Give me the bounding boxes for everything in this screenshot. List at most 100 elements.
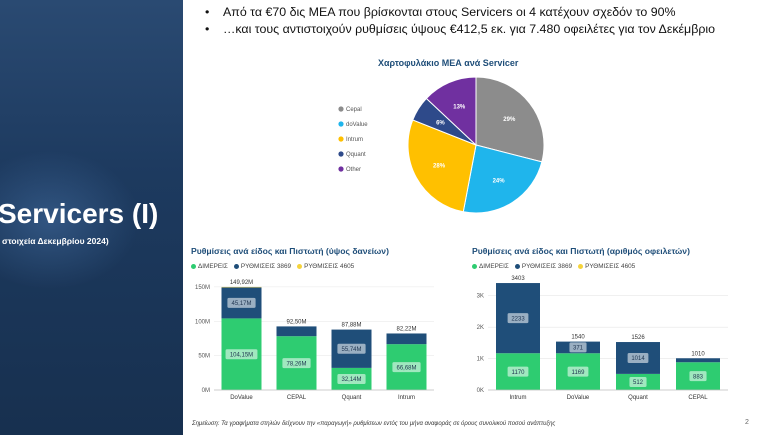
x-tick-label: DoValue <box>567 395 590 401</box>
data-label: 512 <box>633 380 644 386</box>
y-tick-label: 100M <box>195 319 210 325</box>
data-label-box <box>282 358 311 369</box>
data-label-box <box>629 376 647 387</box>
bullet-dot-icon: • <box>205 22 210 36</box>
legend-swatch <box>233 264 239 269</box>
legend-swatch <box>514 264 520 269</box>
bullet-list: • Από τα €70 δις ΜΕΑ που βρίσκονται στου… <box>205 4 750 38</box>
data-label: 1014 <box>631 356 645 362</box>
pie-slice-label-intrum: 28% <box>433 163 446 169</box>
bar-total-label: 87,88M <box>341 323 361 329</box>
pie-legend-marker <box>338 166 344 172</box>
y-tick-label: 1K <box>477 357 484 363</box>
bullet-item: • Από τα €70 δις ΜΕΑ που βρίσκονται στου… <box>205 4 750 21</box>
pie-slice-label-cepal: 29% <box>503 117 516 123</box>
pie-legend-label: Other <box>346 167 361 173</box>
pie-legend-label: Intrum <box>346 137 363 143</box>
title-panel: Servicers (I) στοιχεία Δεκεμβρίου 2024) <box>0 0 183 435</box>
bar-segment <box>676 358 720 363</box>
data-label-box <box>227 297 256 308</box>
legend-label: ΔΙΜΕΡΕΙΣ <box>479 263 509 270</box>
data-label-box <box>337 343 366 354</box>
pie-slice-label-qquant: 6% <box>436 120 445 126</box>
pie-legend-marker <box>338 136 344 142</box>
legend-swatch <box>297 264 303 269</box>
pie-legend-marker <box>338 151 344 157</box>
bar-total-label: 3403 <box>511 276 525 282</box>
bar-chart-amount-legend: ΔΙΜΕΡΕΙΣ ΡΥΘΜΙΣΕΙΣ 3869 ΡΥΘΜΙΣΕΙΣ 4605 <box>191 263 354 270</box>
data-label-box <box>225 349 258 360</box>
slide-subtitle: στοιχεία Δεκεμβρίου 2024) <box>2 236 109 246</box>
y-tick-label: 150M <box>195 285 210 291</box>
data-label: 104,15M <box>230 352 253 358</box>
footnote: Σημείωση: Τα γραφήματα στηλών δείχνουν τ… <box>192 421 556 427</box>
bar-total-label: 1540 <box>571 335 585 341</box>
data-label-box <box>569 342 587 353</box>
legend-label: ΡΥΘΜΙΣΕΙΣ 3869 <box>521 263 573 270</box>
pie-legend-marker <box>338 121 344 127</box>
pie-slice-label-other: 13% <box>453 104 466 110</box>
bar-chart-count-title: Ρυθμίσεις ανά είδος και Πιστωτή (αριθμός… <box>472 246 690 256</box>
legend-item-4605: ΡΥΘΜΙΣΕΙΣ 4605 <box>297 263 354 270</box>
data-label-box <box>392 362 421 373</box>
legend-item-dimereis: ΔΙΜΕΡΕΙΣ <box>191 263 228 270</box>
bar-total-label: 92,50M <box>286 319 306 325</box>
legend-swatch <box>191 264 196 269</box>
bullet-text: …και τους αντιστοιχούν ρυθμίσεις ύψους €… <box>223 22 716 36</box>
x-tick-label: Qquant <box>342 395 362 401</box>
bar-total-label: 1526 <box>631 335 645 341</box>
legend-label: ΔΙΜΕΡΕΙΣ <box>198 263 228 270</box>
pie-chart: 29% 24% 28% 6% 13% Cepal doValue Intrum Qquant Ot… <box>338 76 545 214</box>
bullet-text: Από τα €70 δις ΜΕΑ που βρίσκονται στους … <box>223 5 676 19</box>
pie-legend-label: Qquant <box>346 152 366 158</box>
y-tick-label: 0M <box>202 388 210 394</box>
data-label-box <box>337 373 366 384</box>
pie-legend-label: Cepal <box>346 107 362 113</box>
data-label: 1170 <box>512 370 526 376</box>
pie-legend-label: doValue <box>346 122 368 128</box>
legend-label: ΡΥΘΜΙΣΕΙΣ 4605 <box>304 263 355 270</box>
bullet-dot-icon: • <box>205 5 210 19</box>
legend-label: ΡΥΘΜΙΣΕΙΣ 3869 <box>240 263 292 270</box>
x-tick-label: DoValue <box>230 395 253 401</box>
data-label: 883 <box>693 374 704 380</box>
y-tick-label: 0K <box>477 388 484 394</box>
legend-item-3869: ΡΥΘΜΙΣΕΙΣ 3869 <box>233 263 292 270</box>
pie-slice-intrum <box>407 119 477 213</box>
x-tick-label: CEPAL <box>688 395 708 401</box>
bar-segment <box>386 333 427 345</box>
bar-chart-count: 0K 1K 2K 3K 1170 2233 3403 Intrum 1169 371 1540 DoV… <box>477 276 728 401</box>
pie-slice-cepal <box>475 76 545 163</box>
pie-chart-title: Χαρτοφυλάκιο ΜΕΑ ανά Servicer <box>378 58 519 68</box>
data-label: 32,14M <box>341 377 361 383</box>
bar-chart-amount-title: Ρυθμίσεις ανά είδος και Πιστωτή (ύψος δα… <box>191 246 389 256</box>
bar-chart-count-legend: ΔΙΜΕΡΕΙΣ ΡΥΘΜΙΣΕΙΣ 3869 ΡΥΘΜΙΣΕΙΣ 4605 <box>472 263 635 270</box>
data-label: 66,68M <box>396 365 416 371</box>
legend-swatch <box>472 264 477 269</box>
y-tick-label: 2K <box>477 325 484 331</box>
x-tick-label: CEPAL <box>287 395 307 401</box>
slide-title: Servicers (I) <box>0 198 159 229</box>
data-label-box <box>627 352 649 363</box>
data-label: 45,17M <box>231 301 251 307</box>
pie-slice-label-dovalue: 24% <box>493 179 506 185</box>
bar-segment <box>276 326 317 337</box>
bullet-item: • …και τους αντιστοιχούν ρυθμίσεις ύψους… <box>205 21 750 38</box>
x-tick-label: Intrum <box>398 395 415 401</box>
x-tick-label: Qquant <box>628 395 648 401</box>
bar-total-label: 82,22M <box>396 326 416 332</box>
legend-swatch <box>578 264 584 269</box>
page-number: 2 <box>745 419 749 426</box>
legend-item-3869: ΡΥΘΜΙΣΕΙΣ 3869 <box>514 263 573 270</box>
data-label: 371 <box>573 346 584 352</box>
data-label-box <box>689 371 707 382</box>
bar-chart-amount: 0M 50M 100M 150M 104,15M 45,17M 149,92M DoValue… <box>195 280 434 401</box>
data-label: 1169 <box>572 370 586 376</box>
legend-item-4605: ΡΥΘΜΙΣΕΙΣ 4605 <box>578 263 635 270</box>
data-label-box <box>507 366 529 377</box>
data-label-box <box>567 366 589 377</box>
pie-slice-dovalue <box>462 144 543 214</box>
pie-slice-other <box>425 76 477 147</box>
data-label: 55,74M <box>341 347 361 353</box>
legend-item-dimereis: ΔΙΜΕΡΕΙΣ <box>472 263 509 270</box>
